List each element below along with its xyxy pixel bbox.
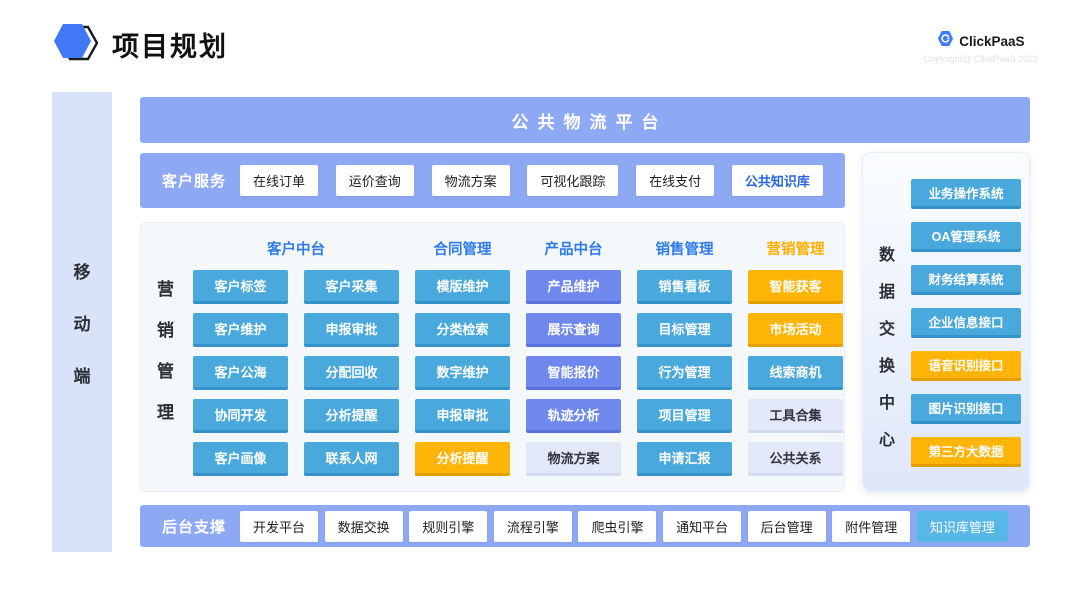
backend-support-label: 后台支撑: [162, 518, 227, 536]
customer-service-items: 在线订单 运价查询 物流方案 可视化跟踪 在线支付 公共知识库: [240, 165, 823, 196]
module-cell: 申报审批: [415, 399, 510, 433]
column-header: 合同管理: [433, 241, 492, 258]
module-cell: 智能获客: [748, 270, 843, 304]
backend-support-button: 附件管理: [832, 510, 911, 542]
brand-block: ClickPaaS Copyright@ ClickPaaS 2022: [924, 30, 1038, 64]
marketing-side-label: 营销管理: [157, 280, 174, 422]
page-title: 项目规划: [112, 32, 228, 62]
backend-support-button: 知识库管理: [916, 510, 1008, 542]
customer-service-button: 可视化跟踪: [527, 165, 619, 196]
module-cell: 模版维护: [415, 270, 510, 304]
column-header: 客户中台: [267, 241, 325, 258]
backend-support-button: 规则引擎: [409, 510, 488, 542]
backend-support-button: 爬虫引擎: [578, 510, 657, 542]
data-exchange-item: 业务操作系统: [911, 179, 1021, 209]
module-cell: 产品维护: [526, 270, 621, 304]
marketing-panel: 营销管理 客户中台 合同管理 产品中台 销售管理 营销管理 客户标签 客户维护 客户公海 协同开…: [140, 222, 845, 492]
data-exchange-item: OA管理系统: [911, 222, 1021, 252]
module-cell: 线索商机: [748, 356, 843, 390]
backend-support-items: 开发平台 数据交换 规则引擎 流程引擎 爬虫引擎 通知平台 后台管理 附件管理 知识库管理: [240, 510, 1008, 542]
customer-service-label: 客户服务: [162, 173, 227, 190]
module-cell: 客户标签: [193, 270, 288, 304]
data-exchange-side-label: 数据交换中心: [879, 247, 896, 449]
backend-support-button: 数据交换: [324, 510, 403, 542]
data-exchange-panel: 数据交换中心 业务操作系统 OA管理系统 财务结算系统 企业信息接口 语音识别接口 图片识…: [862, 152, 1030, 492]
module-cell: 销售看板: [637, 270, 732, 304]
backend-support-band: 后台支撑 开发平台 数据交换 规则引擎 流程引擎 爬虫引擎 通知平台 后台管理 附件管理 知识库…: [140, 505, 1030, 547]
customer-service-button: 在线订单: [240, 165, 319, 196]
customer-service-button: 在线支付: [636, 165, 715, 196]
data-exchange-item: 语音识别接口: [911, 351, 1021, 381]
module-cell: 公共关系: [748, 442, 843, 476]
module-cell: 行为管理: [637, 356, 732, 390]
customer-service-button: 物流方案: [431, 165, 510, 196]
hexagon-logo-icon: [52, 22, 99, 67]
mobile-rail: 移动端: [52, 92, 112, 552]
module-cell: 分析提醒: [415, 442, 510, 476]
platform-banner: 公共物流平台: [140, 97, 1030, 143]
module-cell: 客户维护: [193, 313, 288, 347]
module-cell: 申请汇报: [637, 442, 732, 476]
customer-service-band: 客户服务 在线订单 运价查询 物流方案 可视化跟踪 在线支付 公共知识库: [140, 153, 845, 208]
module-cell: 物流方案: [526, 442, 621, 476]
backend-support-button: 流程引擎: [493, 510, 572, 542]
column-header: 销售管理: [655, 241, 714, 258]
data-exchange-item: 财务结算系统: [911, 265, 1021, 295]
module-cell: 分类检索: [415, 313, 510, 347]
module-grid: 客户中台 合同管理 产品中台 销售管理 营销管理客户标签客户维护客户公海协同开发客户画像…: [193, 235, 843, 476]
module-cell: 轨迹分析: [526, 399, 621, 433]
backend-support-button: 通知平台: [663, 510, 742, 542]
module-cell: 协同开发: [193, 399, 288, 433]
module-cell: 数字维护: [415, 356, 510, 390]
module-cell: 目标管理: [637, 313, 732, 347]
module-cell: 展示查询: [526, 313, 621, 347]
clickpaas-logo-icon: [937, 30, 954, 52]
data-exchange-item: 第三方大数据: [911, 437, 1021, 467]
copyright-text: Copyright@ ClickPaaS 2022: [923, 54, 1038, 64]
backend-support-button: 开发平台: [240, 510, 319, 542]
module-cell: 客户公海: [193, 356, 288, 390]
backend-support-button: 后台管理: [747, 510, 826, 542]
module-cell: 分配回收: [304, 356, 399, 390]
module-cell: 工具合集: [748, 399, 843, 433]
module-cell: 申报审批: [304, 313, 399, 347]
module-cell: 客户画像: [193, 442, 288, 476]
page-header: 项目规划: [52, 22, 228, 67]
data-exchange-item: 图片识别接口: [911, 394, 1021, 424]
module-cell: 联系人网: [304, 442, 399, 476]
module-cell: 智能报价: [526, 356, 621, 390]
customer-service-button: 运价查询: [335, 165, 414, 196]
module-cell: 项目管理: [637, 399, 732, 433]
module-cell: 分析提醒: [304, 399, 399, 433]
data-exchange-items: 业务操作系统 OA管理系统 财务结算系统 企业信息接口 语音识别接口 图片识别接口 第三方大…: [911, 179, 1021, 467]
module-cell: 客户采集: [304, 270, 399, 304]
platform-banner-label: 公共物流平台: [511, 112, 668, 132]
column-header: 营销管理: [766, 241, 825, 258]
column-header: 产品中台: [544, 241, 603, 258]
brand-name: ClickPaaS: [959, 33, 1025, 49]
data-exchange-item: 企业信息接口: [911, 308, 1021, 338]
customer-service-button: 公共知识库: [731, 165, 823, 196]
module-cell: 市场活动: [748, 313, 843, 347]
